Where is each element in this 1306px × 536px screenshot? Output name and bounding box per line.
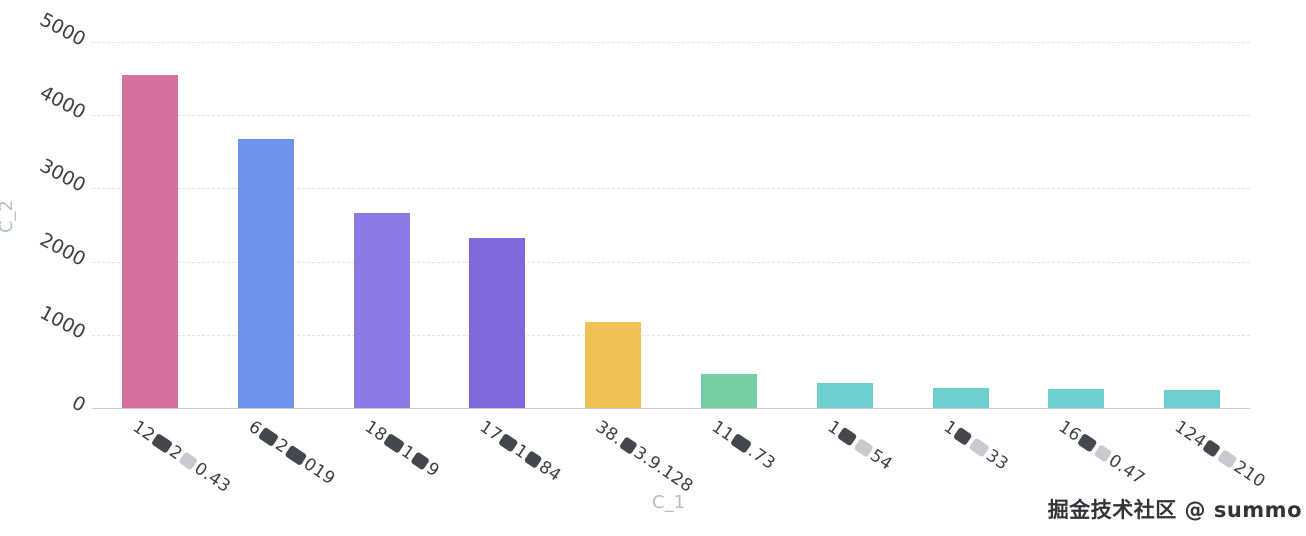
y-tick-label: 3000 (36, 154, 90, 198)
x-axis-title: C_1 (652, 492, 686, 513)
label-fragment: 0.43 (190, 458, 234, 498)
watermark: 掘金技术社区 @ summo (1047, 498, 1302, 522)
y-axis-title: C_2 (0, 199, 18, 234)
x-tick-label: 160.47 (1055, 417, 1149, 489)
x-tick-label: 11.73 (708, 417, 779, 474)
x-tick-label: 154 (824, 417, 896, 475)
x-tick-label: 124210 (1171, 417, 1269, 492)
label-fragment: 0.47 (1105, 450, 1149, 490)
x-tick-label: 1819 (360, 417, 442, 481)
y-tick-label: 4000 (36, 81, 90, 124)
bar[interactable] (1164, 389, 1221, 408)
gridline (92, 188, 1250, 190)
y-tick-label: 2000 (36, 228, 90, 271)
bar[interactable] (816, 383, 873, 408)
bar[interactable] (353, 212, 410, 408)
x-tick-label: 62019 (245, 417, 339, 489)
x-axis-line (92, 408, 1250, 409)
y-tick-label: 5000 (36, 8, 90, 51)
bar[interactable] (237, 139, 294, 408)
y-tick-label: 1000 (36, 301, 90, 344)
bar[interactable] (469, 238, 526, 408)
gridline (92, 42, 1250, 43)
bar[interactable] (121, 74, 178, 408)
bar[interactable] (585, 322, 642, 408)
redaction-block (1077, 433, 1098, 453)
bar[interactable] (932, 387, 989, 408)
bar[interactable] (1048, 388, 1105, 408)
label-fragment: 019 (299, 454, 339, 490)
gridline (92, 115, 1250, 117)
x-tick-label: 17184 (476, 417, 565, 486)
gridline (92, 334, 1250, 336)
bar[interactable] (700, 374, 757, 408)
y-tick-label: 0 (68, 391, 90, 417)
label-fragment: 3.9.128 (629, 442, 697, 497)
x-tick-label: 133 (939, 417, 1011, 475)
label-fragment: 210 (1230, 456, 1269, 493)
x-tick-label: 1220.43 (129, 417, 234, 497)
gridline (92, 261, 1250, 263)
x-tick-label: 38.3.9.128 (592, 417, 697, 497)
